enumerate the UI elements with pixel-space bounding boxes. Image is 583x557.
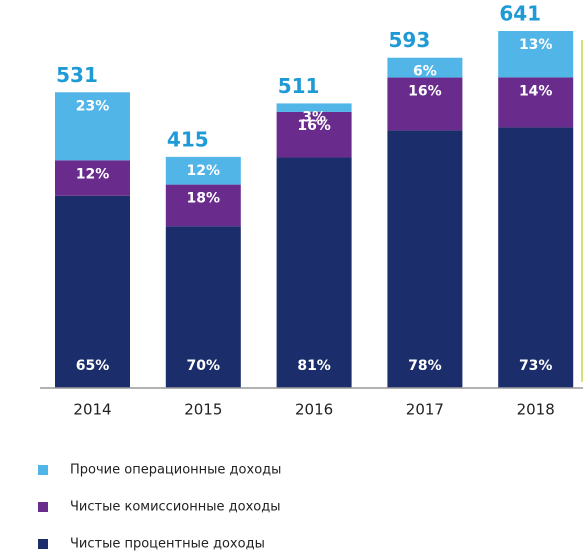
bar-segment bbox=[165, 156, 241, 185]
legend-label: Чистые процентные доходы bbox=[70, 537, 265, 552]
bar-segment bbox=[387, 130, 463, 389]
total-label: 531 bbox=[56, 63, 98, 87]
total-label: 511 bbox=[278, 74, 320, 98]
bar-segment bbox=[55, 195, 130, 388]
bar-segment bbox=[276, 157, 352, 388]
bar-segment bbox=[55, 160, 130, 196]
value-label: 16% bbox=[297, 118, 331, 134]
bar-segment bbox=[165, 226, 241, 388]
bar-segment bbox=[276, 111, 352, 158]
x-tick-label: 2015 bbox=[184, 401, 222, 419]
value-label: 73% bbox=[519, 358, 553, 374]
x-tick-label: 2016 bbox=[295, 401, 333, 419]
value-label: 12% bbox=[187, 163, 221, 179]
value-label: 16% bbox=[408, 84, 442, 100]
total-label: 415 bbox=[167, 127, 209, 151]
bar-segment bbox=[55, 92, 130, 161]
legend-swatch bbox=[38, 502, 48, 512]
bar-segment bbox=[498, 127, 574, 388]
value-label: 6% bbox=[413, 64, 437, 80]
value-label: 3% bbox=[302, 109, 326, 125]
total-label: 593 bbox=[389, 28, 431, 52]
legend-label: Прочие операционные доходы bbox=[70, 463, 281, 478]
value-label: 23% bbox=[76, 98, 110, 114]
total-label: 641 bbox=[499, 2, 541, 26]
value-label: 18% bbox=[187, 191, 221, 207]
x-tick-label: 2017 bbox=[406, 401, 444, 419]
legend-swatch bbox=[38, 539, 48, 549]
x-tick-label: 2014 bbox=[73, 401, 111, 419]
value-label: 14% bbox=[519, 83, 553, 99]
bar-segment bbox=[276, 103, 352, 112]
value-label: 12% bbox=[76, 166, 110, 182]
bar-segment bbox=[498, 31, 574, 78]
x-tick-label: 2018 bbox=[517, 401, 555, 419]
legend-label: Чистые комиссионные доходы bbox=[70, 500, 280, 515]
value-label: 81% bbox=[297, 358, 331, 374]
value-label: 70% bbox=[187, 358, 221, 374]
legend-swatch bbox=[38, 465, 48, 475]
bar-segment bbox=[165, 184, 241, 227]
value-label: 65% bbox=[76, 358, 110, 374]
bar-segment bbox=[387, 77, 463, 131]
bar-segment bbox=[498, 77, 574, 128]
value-label: 78% bbox=[408, 358, 442, 374]
value-label: 13% bbox=[519, 37, 553, 53]
bar-segment bbox=[387, 57, 463, 78]
